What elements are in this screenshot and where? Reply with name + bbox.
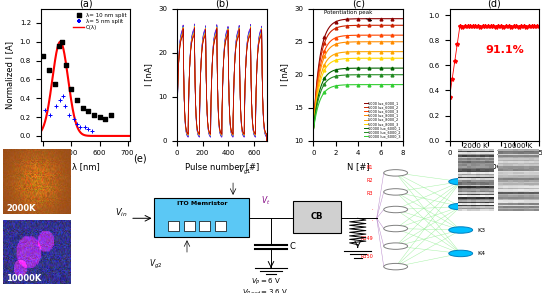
- Text: R349: R349: [360, 236, 373, 241]
- Text: .: .: [371, 205, 373, 211]
- Point: [57, 40, 66, 44]
- Text: R3: R3: [366, 191, 373, 196]
- X-axis label: Pulse number [#]: Pulse number [#]: [185, 162, 259, 171]
- Point: [41, 107, 49, 112]
- FancyBboxPatch shape: [154, 198, 249, 237]
- Point: [84, 127, 93, 132]
- Point: [81, 125, 89, 130]
- Bar: [168, 221, 179, 231]
- Point: [79, 105, 87, 110]
- Text: K4: K4: [477, 251, 485, 256]
- Point: [106, 113, 115, 117]
- Point: [87, 129, 96, 134]
- Text: R350: R350: [360, 254, 373, 259]
- Point: [46, 113, 55, 117]
- Y-axis label: I [nA]: I [nA]: [280, 63, 289, 86]
- FancyBboxPatch shape: [293, 201, 341, 233]
- Bar: [215, 221, 225, 231]
- Point: [55, 98, 64, 103]
- Circle shape: [449, 203, 473, 210]
- Point: [67, 86, 76, 91]
- Text: C: C: [290, 242, 296, 251]
- Title: (c): (c): [352, 0, 365, 8]
- X-axis label: N [#]: N [#]: [347, 162, 370, 171]
- Point: [50, 82, 59, 86]
- Text: K1: K1: [477, 179, 485, 184]
- Point: [101, 117, 109, 121]
- Text: $V_{g2}$: $V_{g2}$: [149, 258, 163, 271]
- Point: [72, 121, 81, 126]
- Circle shape: [384, 189, 408, 195]
- Text: ITO Memristor: ITO Memristor: [177, 201, 227, 206]
- Point: [73, 98, 81, 103]
- Circle shape: [449, 227, 473, 233]
- Point: [62, 63, 70, 68]
- Point: [55, 44, 63, 49]
- Text: R1: R1: [366, 164, 373, 170]
- Text: Potentiation peak: Potentiation peak: [325, 10, 373, 21]
- Point: [58, 94, 67, 99]
- Circle shape: [384, 170, 408, 176]
- Text: $V_{Read} = 3.6$ V: $V_{Read} = 3.6$ V: [242, 287, 289, 293]
- Text: $V_{in}$: $V_{in}$: [115, 206, 127, 219]
- Text: K3: K3: [477, 227, 485, 233]
- Text: $V_P = 6$ V: $V_P = 6$ V: [250, 277, 281, 287]
- Text: 91.1%: 91.1%: [486, 45, 524, 55]
- Point: [84, 108, 93, 113]
- Y-axis label: Normalized I [A]: Normalized I [A]: [5, 41, 14, 109]
- Circle shape: [449, 250, 473, 257]
- Circle shape: [384, 263, 408, 270]
- Point: [95, 115, 104, 120]
- Text: .: .: [371, 217, 373, 222]
- Point: [51, 103, 60, 108]
- Point: [65, 113, 74, 117]
- Point: [61, 103, 70, 108]
- Circle shape: [449, 178, 473, 185]
- Point: [89, 113, 98, 117]
- Title: 10000 K: 10000 K: [504, 143, 532, 149]
- Text: 2000K: 2000K: [6, 204, 36, 213]
- Title: (b): (b): [215, 0, 229, 8]
- Bar: [184, 221, 195, 231]
- Bar: [199, 221, 210, 231]
- Title: 2000 K: 2000 K: [463, 143, 488, 149]
- Legend: λ= 10 nm split, λ= 5 nm split, C(λ): λ= 10 nm split, λ= 5 nm split, C(λ): [72, 11, 127, 31]
- Point: [39, 54, 48, 58]
- Text: K2: K2: [477, 204, 485, 209]
- X-axis label: λ [nm]: λ [nm]: [72, 162, 99, 171]
- Point: [76, 124, 85, 129]
- Circle shape: [384, 243, 408, 249]
- Text: R2: R2: [366, 178, 373, 183]
- X-axis label: Epoch: Epoch: [482, 162, 507, 171]
- Title: (d): (d): [488, 0, 501, 8]
- Text: 10000K: 10000K: [6, 274, 41, 283]
- Circle shape: [384, 206, 408, 213]
- Circle shape: [384, 225, 408, 232]
- Text: (e): (e): [133, 154, 146, 164]
- Text: CB: CB: [311, 212, 324, 221]
- Text: $V_t$: $V_t$: [261, 194, 270, 207]
- Legend: 5000 lux_6000_1, 5000 lux_6000_2, 5000 lux_6000_3, 5000 lux_8000_1, 5000 lux_800: 5000 lux_6000_1, 5000 lux_6000_2, 5000 l…: [364, 101, 401, 139]
- Point: [45, 68, 54, 72]
- Point: [69, 117, 78, 121]
- Text: $V_{g1}$: $V_{g1}$: [238, 164, 252, 177]
- Title: (a): (a): [79, 0, 92, 8]
- Y-axis label: I [nA]: I [nA]: [144, 63, 153, 86]
